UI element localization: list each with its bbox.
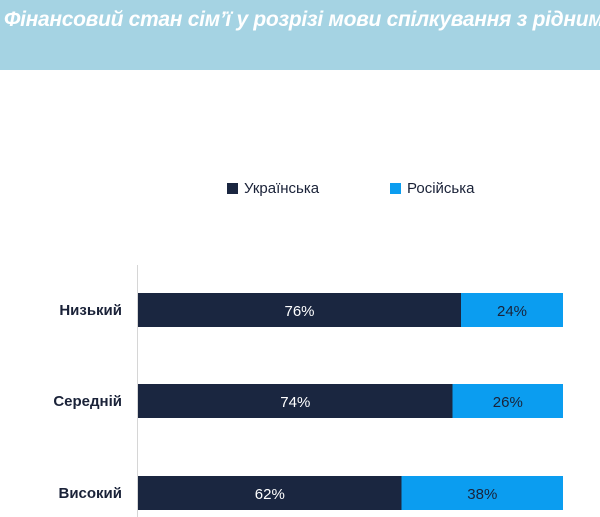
legend-swatch-russian [390,183,401,194]
data-label: 24% [497,303,527,320]
legend-item-russian: Російська [390,180,474,197]
data-label: 26% [493,394,523,411]
data-label: 62% [255,486,285,503]
category-label: Високий [58,485,122,502]
legend-label-ukrainian: Українська [244,180,320,197]
data-label: 38% [467,486,497,503]
bar-segment-russian [401,476,563,510]
bar-segment-russian [461,293,563,327]
category-label: Низький [59,302,122,319]
legend-swatch-ukrainian [227,183,238,194]
legend-label-russian: Російська [407,180,475,197]
legend: Українська Російська [0,180,600,204]
legend-item-ukrainian: Українська [227,180,319,197]
data-label: 74% [280,394,310,411]
title-banner: Фінансовий стан сім’ї у розрізі мови спі… [0,0,600,70]
category-label: Середній [53,393,122,410]
category-axis-line [137,265,138,517]
bar-segment-ukrainian [138,476,402,510]
bar-segment-russian [452,384,563,418]
bar-segment-ukrainian [138,384,453,418]
chart-title: Фінансовий стан сім’ї у розрізі мови спі… [4,8,600,31]
bar-segment-ukrainian [138,293,461,327]
data-label: 76% [284,303,314,320]
